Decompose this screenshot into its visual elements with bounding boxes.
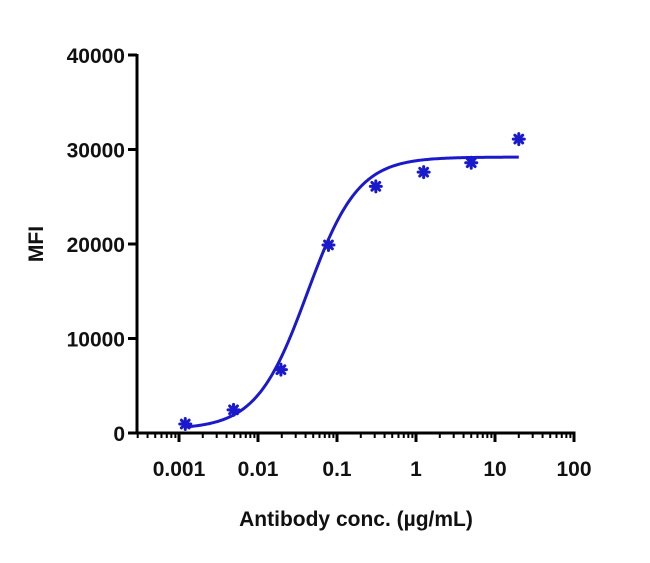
x-axis-title: Antibody conc. (µg/mL)	[239, 508, 473, 531]
data-points	[178, 132, 526, 432]
data-point-marker	[416, 165, 431, 180]
data-point-marker	[178, 417, 193, 432]
x-axis: 0.001 0.01 0.1 1 10 100	[135, 431, 592, 481]
x-tick-label: 0.001	[153, 458, 206, 481]
y-tick-label: 40000	[67, 45, 125, 68]
y-tick-label: 10000	[67, 329, 125, 352]
x-tick-label: 0.01	[238, 458, 279, 481]
x-tick-label: 0.1	[322, 458, 352, 481]
y-tick-label: 0	[113, 423, 125, 446]
x-tick-label: 10	[483, 458, 506, 481]
data-point-marker	[273, 362, 288, 377]
fit-curve	[185, 155, 519, 429]
y-axis: 0 10000 20000 30000 40000	[67, 45, 139, 446]
x-tick-label: 1	[410, 458, 422, 481]
data-point-marker	[226, 402, 241, 417]
data-point-marker	[464, 155, 479, 170]
data-point-marker	[368, 179, 383, 194]
data-point-marker	[511, 132, 526, 147]
y-axis-title: MFI	[25, 226, 48, 262]
y-tick-label: 20000	[67, 234, 125, 257]
y-tick-label: 30000	[67, 140, 125, 163]
data-point-marker	[321, 237, 336, 252]
x-tick-label: 100	[556, 458, 591, 481]
